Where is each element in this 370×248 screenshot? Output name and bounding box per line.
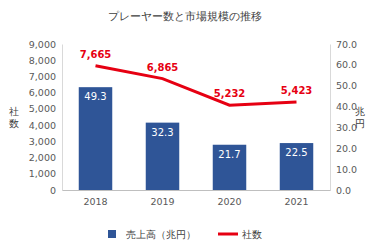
legend-item: 売上高（兆円） xyxy=(108,229,196,240)
tick-label: 5,000 xyxy=(29,103,56,114)
chart: プレーヤー数と市場規模の推移 0 1,000 2,000 3,000 4,000 5,000… xyxy=(0,0,370,248)
tick: 3,000 xyxy=(29,136,62,147)
tick: 6,000 xyxy=(29,87,62,98)
tick: 10.0 xyxy=(330,164,357,175)
tick: 2020 xyxy=(217,190,241,207)
y-axis: 0 1,000 2,000 3,000 4,000 5,000 6,000 7,000 8,00… xyxy=(29,39,63,196)
tick-label: 30.0 xyxy=(336,122,357,133)
legend-swatch xyxy=(218,233,238,236)
tick-label: 70.0 xyxy=(336,39,357,50)
axis-line xyxy=(63,190,331,191)
tick-label: 60.0 xyxy=(336,59,357,70)
tick: 40.0 xyxy=(330,101,357,112)
title: プレーヤー数と市場規模の推移 xyxy=(108,10,262,23)
tick: 70.0 xyxy=(330,39,357,50)
tick-label: 40.0 xyxy=(336,101,357,112)
y2-axis: 0.0 10.0 20.0 30.0 40.0 50.0 60.0 70.0 xyxy=(330,39,357,196)
tick-label: 4,000 xyxy=(29,120,56,131)
tick-label: 10.0 xyxy=(336,164,357,175)
tick-label: 20.0 xyxy=(336,143,357,154)
tick-label: 8,000 xyxy=(29,55,56,66)
bar xyxy=(280,143,314,190)
tick-label: 2020 xyxy=(217,196,241,207)
tick: 8,000 xyxy=(29,55,62,66)
line xyxy=(96,66,297,105)
tick-label: 3,000 xyxy=(29,136,56,147)
plot: 0 1,000 2,000 3,000 4,000 5,000 6,000 7,000 8,00… xyxy=(29,39,357,207)
legend-item: 社数 xyxy=(218,229,262,240)
axis-line xyxy=(330,45,331,191)
tick-label: 9,000 xyxy=(29,39,56,50)
data-label: 21.7 xyxy=(218,149,240,160)
data-label: 49.3 xyxy=(84,91,106,102)
tick: 20.0 xyxy=(330,143,357,154)
tick: 2021 xyxy=(284,190,308,207)
axis-title: 社数 xyxy=(9,106,19,129)
tick: 2018 xyxy=(83,190,107,207)
tick: 1,000 xyxy=(29,168,62,179)
legend: 売上高（兆円） 社数 xyxy=(108,229,262,240)
x-axis: 2018 2019 2020 2021 xyxy=(63,190,331,207)
tick: 2,000 xyxy=(29,152,62,163)
tick: 30.0 xyxy=(330,122,357,133)
axis-title: 兆円 xyxy=(355,106,365,129)
tick: 60.0 xyxy=(330,59,357,70)
data-label: 22.5 xyxy=(285,147,307,158)
data-label: 5,232 xyxy=(214,88,246,99)
data-label: 6,865 xyxy=(147,62,179,73)
legend-label: 売上高（兆円） xyxy=(126,229,196,240)
tick-label: 0 xyxy=(50,185,56,196)
tick: 0.0 xyxy=(330,185,351,196)
tick: 0 xyxy=(50,185,62,196)
legend-swatch xyxy=(108,230,116,238)
data-label: 5,423 xyxy=(281,85,313,96)
tick-label: 2021 xyxy=(284,196,308,207)
marks xyxy=(79,66,314,190)
tick-label: 1,000 xyxy=(29,168,56,179)
tick: 4,000 xyxy=(29,120,62,131)
data-label: 32.3 xyxy=(151,127,173,138)
tick-label: 7,000 xyxy=(29,71,56,82)
data-labels: 49.3 32.3 21.7 22.5 7,665 6,865 5,232 5,423 xyxy=(80,49,313,160)
tick-label: 6,000 xyxy=(29,87,56,98)
tick: 7,000 xyxy=(29,71,62,82)
legend-label: 社数 xyxy=(242,229,262,240)
bar xyxy=(146,123,180,190)
bar xyxy=(79,87,113,190)
tick-label: 2019 xyxy=(150,196,174,207)
tick-label: 2,000 xyxy=(29,152,56,163)
tick-label: 50.0 xyxy=(336,80,357,91)
tick: 2019 xyxy=(150,190,174,207)
tick: 50.0 xyxy=(330,80,357,91)
tick-label: 2018 xyxy=(83,196,107,207)
data-label: 7,665 xyxy=(80,49,112,60)
tick: 9,000 xyxy=(29,39,62,50)
bar xyxy=(213,145,247,190)
tick: 5,000 xyxy=(29,103,62,114)
tick-label: 0.0 xyxy=(336,185,351,196)
axis-line xyxy=(62,45,63,191)
